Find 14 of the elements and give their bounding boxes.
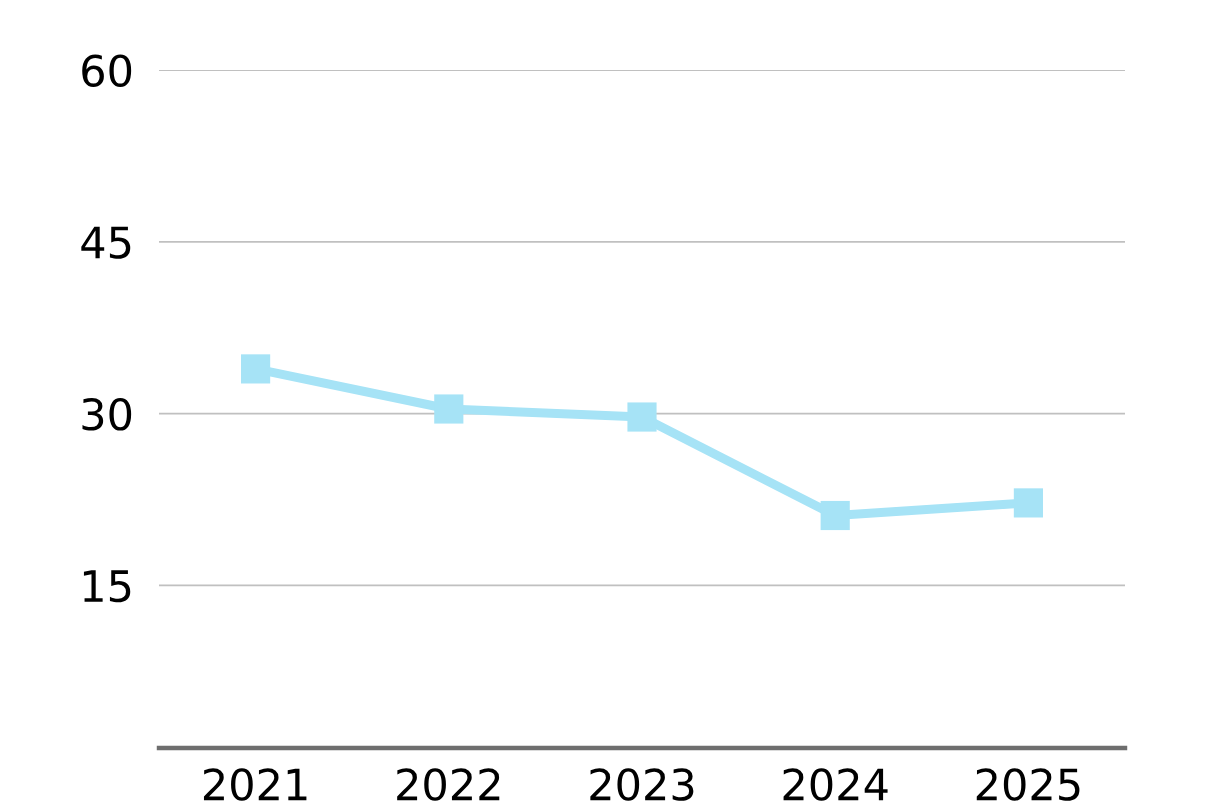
point <box>627 402 657 432</box>
y-tick-label: 30 <box>82 397 132 431</box>
y-tick-label: 60 <box>82 54 132 87</box>
point <box>820 500 850 531</box>
x-tick-label: 2023 <box>590 768 694 801</box>
x-tick-label: 2021 <box>203 768 307 801</box>
x-tick-label: 2022 <box>397 768 500 801</box>
point <box>434 394 464 424</box>
x-tick-label: 2024 <box>783 768 888 801</box>
point <box>1013 488 1043 518</box>
y-tick-label: 15 <box>83 570 131 603</box>
point <box>241 354 271 384</box>
x-tick-label: 2025 <box>976 768 1080 801</box>
y-tick-label: 45 <box>81 226 131 259</box>
